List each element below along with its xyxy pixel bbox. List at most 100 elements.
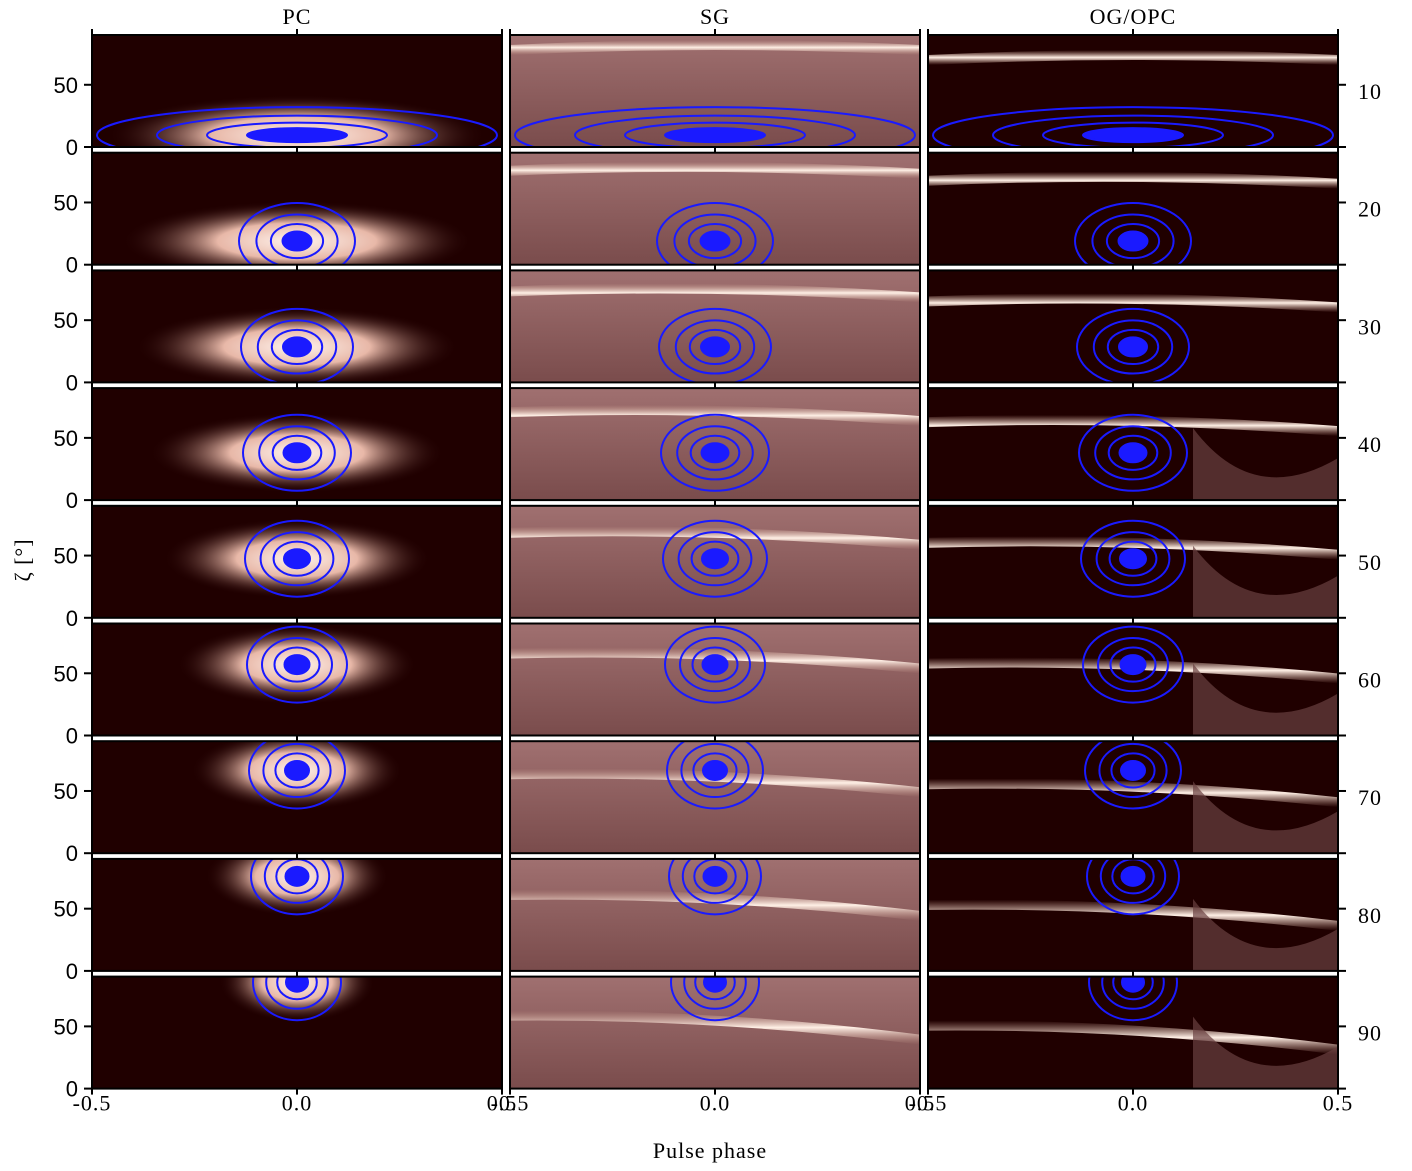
contour (656, 202, 774, 265)
panel-background (510, 623, 920, 736)
contour (1120, 759, 1146, 781)
x-tick-label: -0.5 (491, 1091, 530, 1116)
y-tick-label: 0 (66, 135, 78, 160)
row-label: 60 (1358, 668, 1382, 693)
contour (687, 222, 743, 260)
contour (679, 636, 751, 693)
contour (701, 548, 729, 570)
contour (1086, 858, 1180, 916)
contour (285, 976, 309, 993)
y-tick-label: 0 (66, 841, 78, 866)
x-tick-label: 0.0 (282, 1091, 313, 1116)
contour (242, 413, 352, 492)
contour (1101, 976, 1165, 1010)
contour (666, 741, 764, 810)
contour (250, 858, 344, 916)
panel-content (928, 152, 1338, 265)
panel-content (92, 505, 502, 618)
emission-band (510, 526, 920, 550)
emission-region (1193, 663, 1338, 736)
contour (664, 625, 766, 704)
contour (96, 106, 498, 147)
contour (1099, 858, 1167, 904)
contour (673, 213, 757, 265)
contour (271, 434, 323, 471)
panel (509, 970, 921, 1095)
panel (927, 970, 1339, 1095)
contour (700, 336, 730, 358)
contour (1119, 654, 1147, 676)
panel (91, 735, 503, 860)
panel (91, 146, 503, 271)
panel (91, 29, 503, 153)
contour (240, 307, 354, 383)
contour (932, 106, 1334, 147)
panel-content (510, 976, 920, 1089)
contour (276, 976, 318, 1001)
panel (927, 499, 1339, 624)
contour (1042, 121, 1224, 147)
contour (1091, 213, 1175, 265)
contour (263, 858, 331, 904)
y-tick-label: 50 (54, 308, 78, 333)
x-tick-label: 0.0 (1118, 1091, 1149, 1116)
contour (992, 114, 1274, 147)
y-tick-label: 0 (66, 959, 78, 984)
panel-content (510, 35, 920, 147)
y-tick-label: 50 (54, 661, 78, 686)
row-label: 10 (1358, 79, 1382, 104)
panel-content (510, 270, 920, 383)
contour (680, 742, 750, 799)
panel-content (92, 35, 502, 147)
row-label: 40 (1358, 432, 1382, 457)
contour (689, 434, 741, 471)
contour (692, 752, 738, 789)
row-label: 20 (1358, 197, 1382, 222)
contour (688, 328, 742, 366)
panel (927, 382, 1339, 507)
contour (284, 759, 310, 781)
emission-band (510, 768, 920, 798)
x-tick-label: -0.5 (909, 1091, 948, 1116)
contour (690, 540, 740, 577)
panel (91, 970, 503, 1095)
row-label: 50 (1358, 550, 1382, 575)
y-tick-label: 0 (66, 488, 78, 513)
column-title: SG (700, 4, 730, 29)
panel (509, 382, 921, 507)
contour (255, 213, 339, 265)
contour (1121, 976, 1145, 993)
contour (1092, 319, 1174, 375)
contour (664, 127, 766, 144)
contour (1120, 865, 1146, 887)
panel-content (510, 623, 920, 736)
panel-content (92, 270, 502, 383)
emission-region (1193, 898, 1338, 971)
row-label: 90 (1358, 1021, 1382, 1046)
contour (281, 230, 313, 252)
emission-band (928, 171, 1338, 189)
panel-content (92, 976, 502, 1089)
panel (927, 146, 1339, 271)
emission-band (928, 293, 1338, 313)
emission-band (928, 899, 1338, 931)
panel-content (92, 388, 502, 501)
y-tick-label: 0 (66, 1077, 78, 1102)
panel-content (928, 741, 1338, 854)
panel (509, 29, 921, 153)
x-tick-label: -0.5 (73, 1091, 112, 1116)
contour (699, 230, 731, 252)
y-tick-label: 0 (66, 606, 78, 631)
panel (91, 617, 503, 742)
panel-content (510, 505, 920, 618)
contour (670, 976, 760, 1022)
panel (91, 852, 503, 977)
contour (1110, 752, 1156, 789)
contour (284, 865, 310, 887)
x-tick-label: 0.0 (700, 1091, 731, 1116)
y-tick-label: 50 (54, 426, 78, 451)
panel (91, 499, 503, 624)
contour (702, 759, 728, 781)
contour (660, 413, 770, 492)
